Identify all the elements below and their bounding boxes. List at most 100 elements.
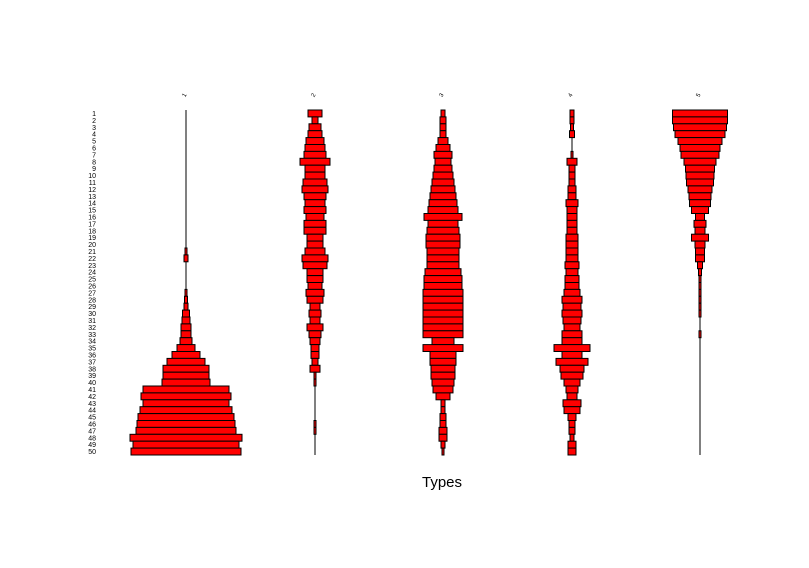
bar — [695, 247, 705, 256]
bar — [435, 144, 451, 152]
bar — [688, 192, 712, 201]
bar — [427, 219, 459, 228]
bar — [565, 240, 579, 249]
bar — [566, 392, 578, 401]
bar — [695, 254, 705, 263]
bar — [569, 116, 575, 125]
bar — [694, 240, 706, 249]
row-label: 4 — [92, 132, 96, 139]
row-label: 35 — [88, 346, 96, 353]
bar — [567, 185, 577, 194]
bar — [567, 440, 577, 449]
bar — [698, 282, 702, 290]
bar — [180, 323, 192, 332]
bar — [559, 364, 585, 373]
bar — [171, 351, 201, 359]
bar — [431, 378, 455, 387]
row-label: 37 — [88, 359, 96, 366]
bar — [422, 302, 464, 311]
row-label: 18 — [88, 228, 96, 235]
bar — [553, 344, 591, 353]
row-label: 11 — [89, 180, 96, 187]
bar — [129, 433, 243, 442]
row-label: 41 — [88, 387, 96, 394]
bar — [304, 164, 326, 173]
column-labels: 1 2 3 4 5 — [182, 92, 703, 98]
bar — [565, 247, 579, 256]
bar — [304, 144, 326, 152]
bar — [561, 330, 583, 339]
bar — [306, 233, 324, 242]
bar — [691, 233, 709, 242]
bar — [438, 433, 448, 442]
bar — [306, 240, 324, 249]
bar — [686, 178, 714, 187]
bar — [672, 109, 728, 118]
bar — [302, 178, 328, 187]
bar — [433, 164, 453, 173]
bar — [161, 378, 211, 387]
bar — [426, 254, 460, 263]
bar — [180, 330, 192, 339]
bar — [560, 371, 584, 380]
bar — [162, 371, 210, 380]
row-label: 21 — [88, 249, 96, 256]
bar — [565, 254, 579, 263]
bar — [566, 226, 578, 235]
bar — [308, 330, 322, 339]
row-label: 10 — [88, 173, 96, 180]
bar — [566, 206, 578, 215]
x-axis-label: Types — [422, 474, 462, 491]
column-label: 2 — [311, 92, 318, 98]
row-label: 26 — [88, 283, 96, 290]
bar — [431, 337, 455, 346]
bar — [422, 295, 464, 304]
bar — [570, 150, 574, 159]
bar — [132, 440, 240, 449]
bar — [422, 288, 464, 297]
bar — [563, 288, 581, 297]
row-label: 50 — [88, 449, 96, 456]
row-label: 7 — [92, 152, 96, 159]
bar — [422, 316, 464, 325]
bar — [430, 185, 456, 194]
bar — [563, 323, 581, 332]
bar — [424, 268, 462, 277]
row-label: 20 — [88, 242, 96, 249]
bar — [561, 351, 583, 359]
bar — [565, 268, 579, 277]
bar — [302, 261, 328, 270]
bar — [306, 268, 324, 277]
bar — [440, 399, 446, 408]
row-label: 23 — [88, 263, 96, 270]
row-label: 46 — [88, 421, 96, 428]
bar — [566, 219, 578, 228]
bar — [679, 144, 721, 152]
row-label: 22 — [88, 256, 96, 263]
bar — [694, 226, 706, 235]
bar — [440, 440, 446, 449]
bar — [429, 192, 457, 201]
bar — [139, 406, 233, 415]
bar — [425, 240, 461, 249]
bar — [309, 337, 321, 346]
row-label: 48 — [88, 435, 96, 442]
bar — [561, 337, 583, 346]
row-label: 33 — [88, 332, 96, 339]
bar — [166, 357, 206, 366]
bar — [422, 323, 464, 332]
bar — [439, 116, 447, 125]
bar — [673, 123, 727, 132]
bar — [569, 130, 575, 139]
bar — [697, 261, 703, 270]
bar — [425, 233, 461, 242]
bar — [693, 219, 707, 228]
bar — [303, 150, 327, 159]
row-label: 27 — [88, 290, 96, 297]
bar — [307, 130, 323, 139]
column-label: 5 — [696, 92, 703, 98]
bar — [570, 123, 574, 132]
bar — [136, 420, 236, 428]
bar — [303, 219, 327, 228]
